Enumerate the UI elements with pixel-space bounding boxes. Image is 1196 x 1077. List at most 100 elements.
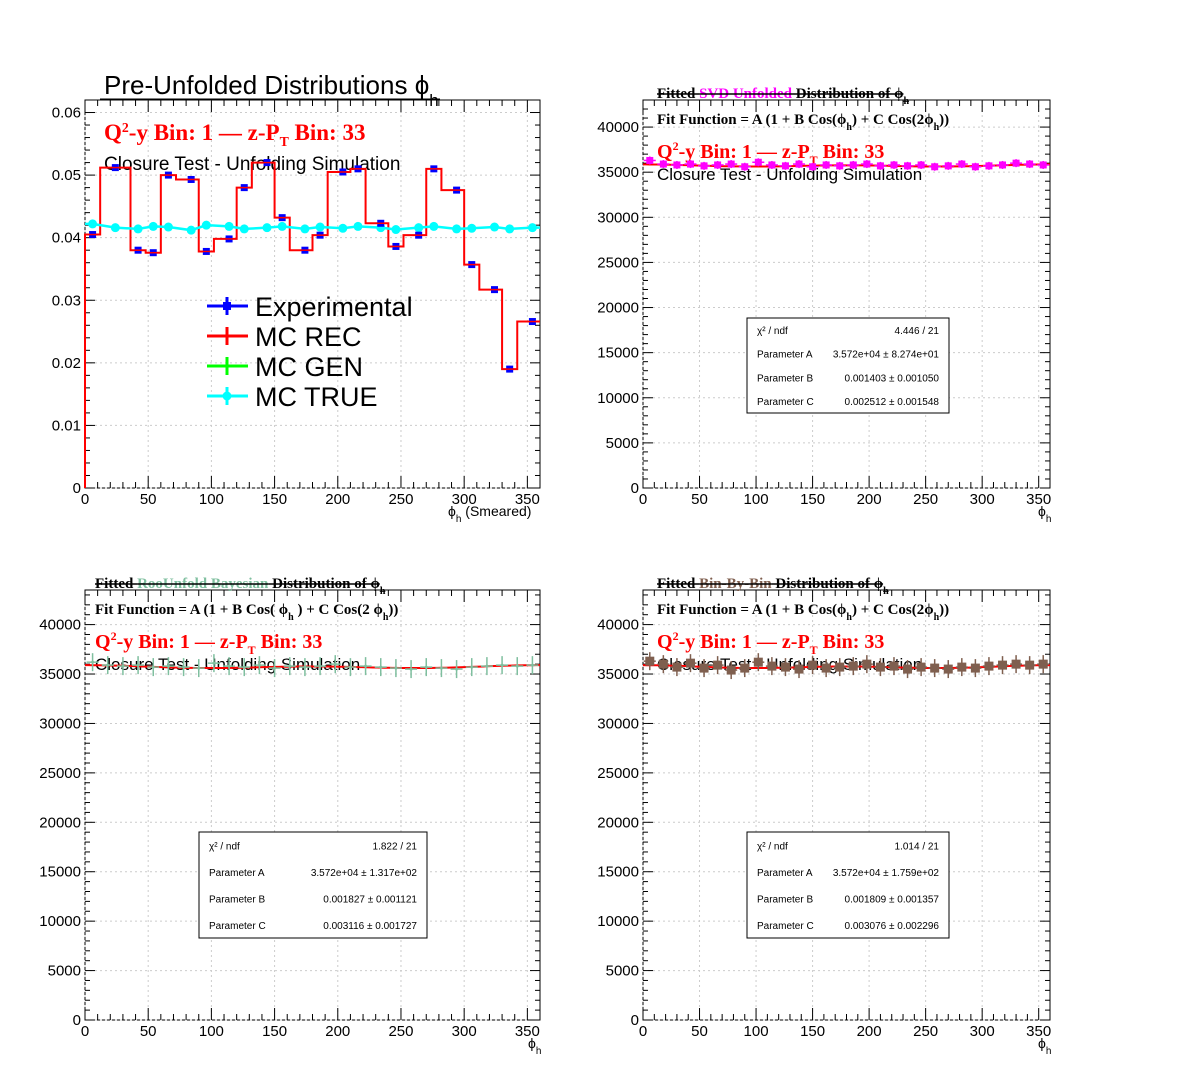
y-tick-label: 35000 — [597, 666, 639, 683]
data-point — [273, 666, 277, 670]
mc-true-point — [88, 219, 98, 229]
x-axis-label-phi: ϕ — [1038, 1035, 1046, 1051]
data-point — [727, 160, 735, 168]
data-point — [166, 664, 170, 668]
title-method: Bin-By-Bin — [699, 576, 772, 592]
y-tick-label: 0.05 — [52, 167, 81, 184]
mc-true-point — [527, 223, 537, 233]
data-point — [754, 158, 762, 166]
y-tick-label: 15000 — [597, 345, 639, 362]
data-point — [890, 161, 898, 169]
x-tick-label: 300 — [970, 1023, 995, 1040]
mc-true-point — [391, 225, 401, 235]
data-point — [136, 663, 140, 667]
bin-label-tail: Bin: 33 — [256, 631, 323, 653]
y-tick-label: 15000 — [597, 864, 639, 881]
x-tick-label: 150 — [262, 1023, 287, 1040]
legend-label: MC GEN — [255, 352, 363, 382]
y-tick-label: 0.06 — [52, 105, 81, 122]
data-point — [1025, 660, 1035, 670]
y-tick-label: 40000 — [597, 617, 639, 634]
legend-label: MC TRUE — [255, 382, 378, 412]
stats-box — [198, 831, 428, 939]
title-distribution: Distribution of ϕ — [268, 576, 379, 592]
data-point — [1026, 160, 1034, 168]
y-tick-label: 20000 — [597, 300, 639, 317]
data-point — [889, 661, 899, 671]
y-tick-label: 0 — [73, 480, 81, 497]
x-tick-label: 250 — [913, 491, 938, 508]
fit-curve — [642, 664, 1051, 670]
y-tick-label: 40000 — [597, 119, 639, 136]
mc-true-point — [186, 225, 196, 235]
legend-marker — [222, 391, 232, 401]
chart-title: Pre-Unfolded Distributions ϕh — [104, 70, 439, 110]
mc-true-point — [338, 223, 348, 233]
mc-true-point — [148, 221, 158, 231]
fit-function-sub1: h — [288, 612, 294, 623]
x-tick-label: 200 — [857, 491, 882, 508]
bin-label-q: Q — [657, 631, 673, 653]
stats-box — [746, 831, 950, 939]
data-point — [182, 665, 186, 669]
x-tick-label: 250 — [388, 491, 413, 508]
fit-function-a: Fit Function = A (1 + B Cos(ϕ — [657, 112, 846, 128]
mc-true-point — [429, 221, 439, 231]
data-point — [515, 664, 519, 668]
data-point — [904, 162, 912, 170]
chart-title-text: Pre-Unfolded Distributions ϕ — [104, 70, 429, 100]
mc-true-point — [300, 224, 310, 234]
fit-function-a: Fit Function = A (1 + B Cos(ϕ — [657, 602, 846, 618]
chart-title: Fitted Bin-By-Bin Distribution of ϕh — [657, 576, 889, 597]
bin-label-sub: T — [280, 134, 289, 149]
stats-label: Parameter B — [757, 373, 813, 384]
legend-label: MC REC — [255, 322, 362, 352]
data-point — [257, 663, 261, 667]
data-point — [485, 664, 489, 668]
stats-label: Parameter A — [757, 868, 813, 879]
data-point — [971, 163, 979, 171]
stats-value: 3.572e+04 ± 1.759e+02 — [833, 868, 940, 879]
stats-value: 0.001827 ± 0.001121 — [323, 894, 417, 905]
title-distribution: Distribution of ϕ — [792, 86, 903, 102]
bin-label-tail: Bin: 33 — [818, 631, 885, 653]
y-tick-label: 5000 — [48, 963, 81, 980]
data-point — [685, 658, 695, 668]
bin-label-sup: 2 — [111, 629, 117, 643]
chart-title: Fitted RooUnfold Bayesian Distribution o… — [95, 576, 386, 597]
data-point — [303, 665, 307, 669]
mc-true-point — [239, 224, 249, 234]
data-point — [876, 162, 884, 170]
stats-box — [746, 317, 950, 414]
data-point — [930, 663, 940, 673]
x-tick-label: 150 — [800, 491, 825, 508]
data-point — [686, 160, 694, 168]
x-tick-label: 350 — [1026, 491, 1051, 508]
data-point — [809, 163, 817, 171]
mc-true-point — [452, 224, 462, 234]
y-tick-label: 40000 — [39, 617, 81, 634]
fit-function-sub2: h — [383, 612, 389, 623]
x-tick-label: 50 — [140, 1023, 157, 1040]
bin-label: Q2-y Bin: 1 — z-PT Bin: 33 — [657, 629, 884, 657]
x-tick-label: 150 — [262, 491, 287, 508]
x-tick-label: 100 — [744, 1023, 769, 1040]
title-fitted: Fitted — [657, 86, 699, 102]
data-point — [863, 160, 871, 168]
data-point — [1039, 161, 1047, 169]
x-tick-label: 50 — [691, 491, 708, 508]
title-method: RooUnfold Bayesian — [137, 576, 269, 592]
stats-value: 1.014 / 21 — [895, 841, 940, 852]
x-tick-label: 200 — [325, 491, 350, 508]
title-fitted: Fitted — [657, 576, 699, 592]
data-point — [364, 664, 368, 668]
data-point — [835, 662, 845, 672]
data-point — [379, 665, 383, 669]
data-point — [500, 663, 504, 667]
x-tick-label: 200 — [857, 1023, 882, 1040]
data-point — [985, 162, 993, 170]
data-point — [530, 663, 534, 667]
data-point — [121, 664, 125, 668]
x-axis-label-sub: h — [536, 1046, 542, 1057]
title-distribution: Distribution of ϕ — [772, 576, 883, 592]
